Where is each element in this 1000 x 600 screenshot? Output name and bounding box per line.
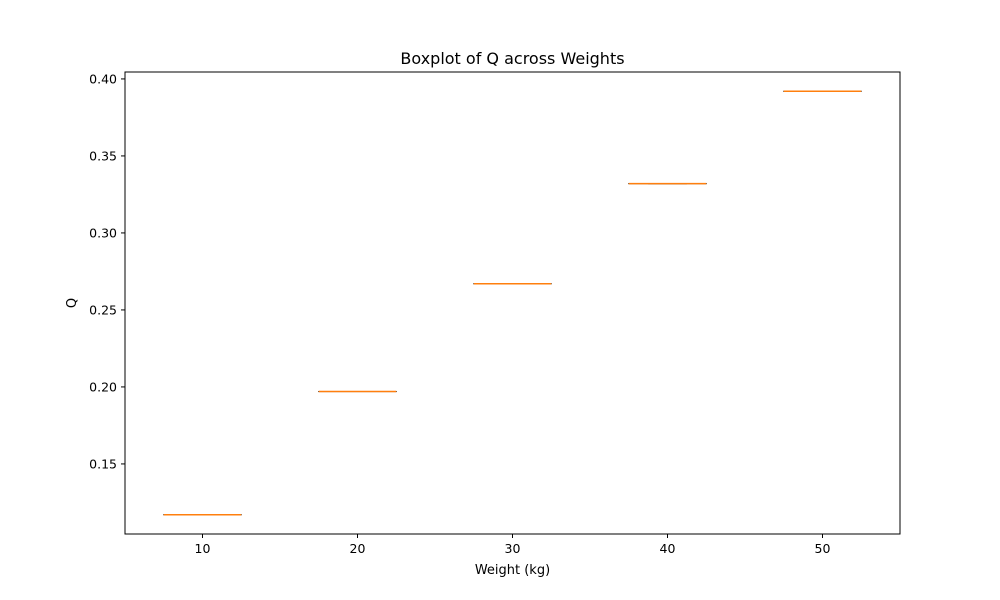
y-axis-label: Q — [65, 298, 80, 308]
y-tick-label: 0.25 — [89, 302, 117, 317]
plot-area: 10 20 30 40 50 0.15 0.20 0.25 0.30 0.35 0.40 — [89, 71, 862, 556]
x-tick-label: 50 — [815, 541, 831, 556]
y-tick-label: 0.35 — [89, 148, 117, 163]
y-tick-label: 0.20 — [89, 379, 117, 394]
y-tick-label: 0.40 — [89, 71, 117, 86]
y-tick-label: 0.15 — [89, 456, 117, 471]
chart-title: Boxplot of Q across Weights — [400, 49, 624, 68]
y-tick-label: 0.30 — [89, 225, 117, 240]
x-tick-label: 40 — [660, 541, 676, 556]
x-tick-label: 30 — [505, 541, 521, 556]
x-tick-label: 10 — [195, 541, 211, 556]
x-tick-label: 20 — [350, 541, 366, 556]
plot-frame — [124, 71, 901, 535]
x-axis-label: Weight (kg) — [475, 563, 550, 578]
